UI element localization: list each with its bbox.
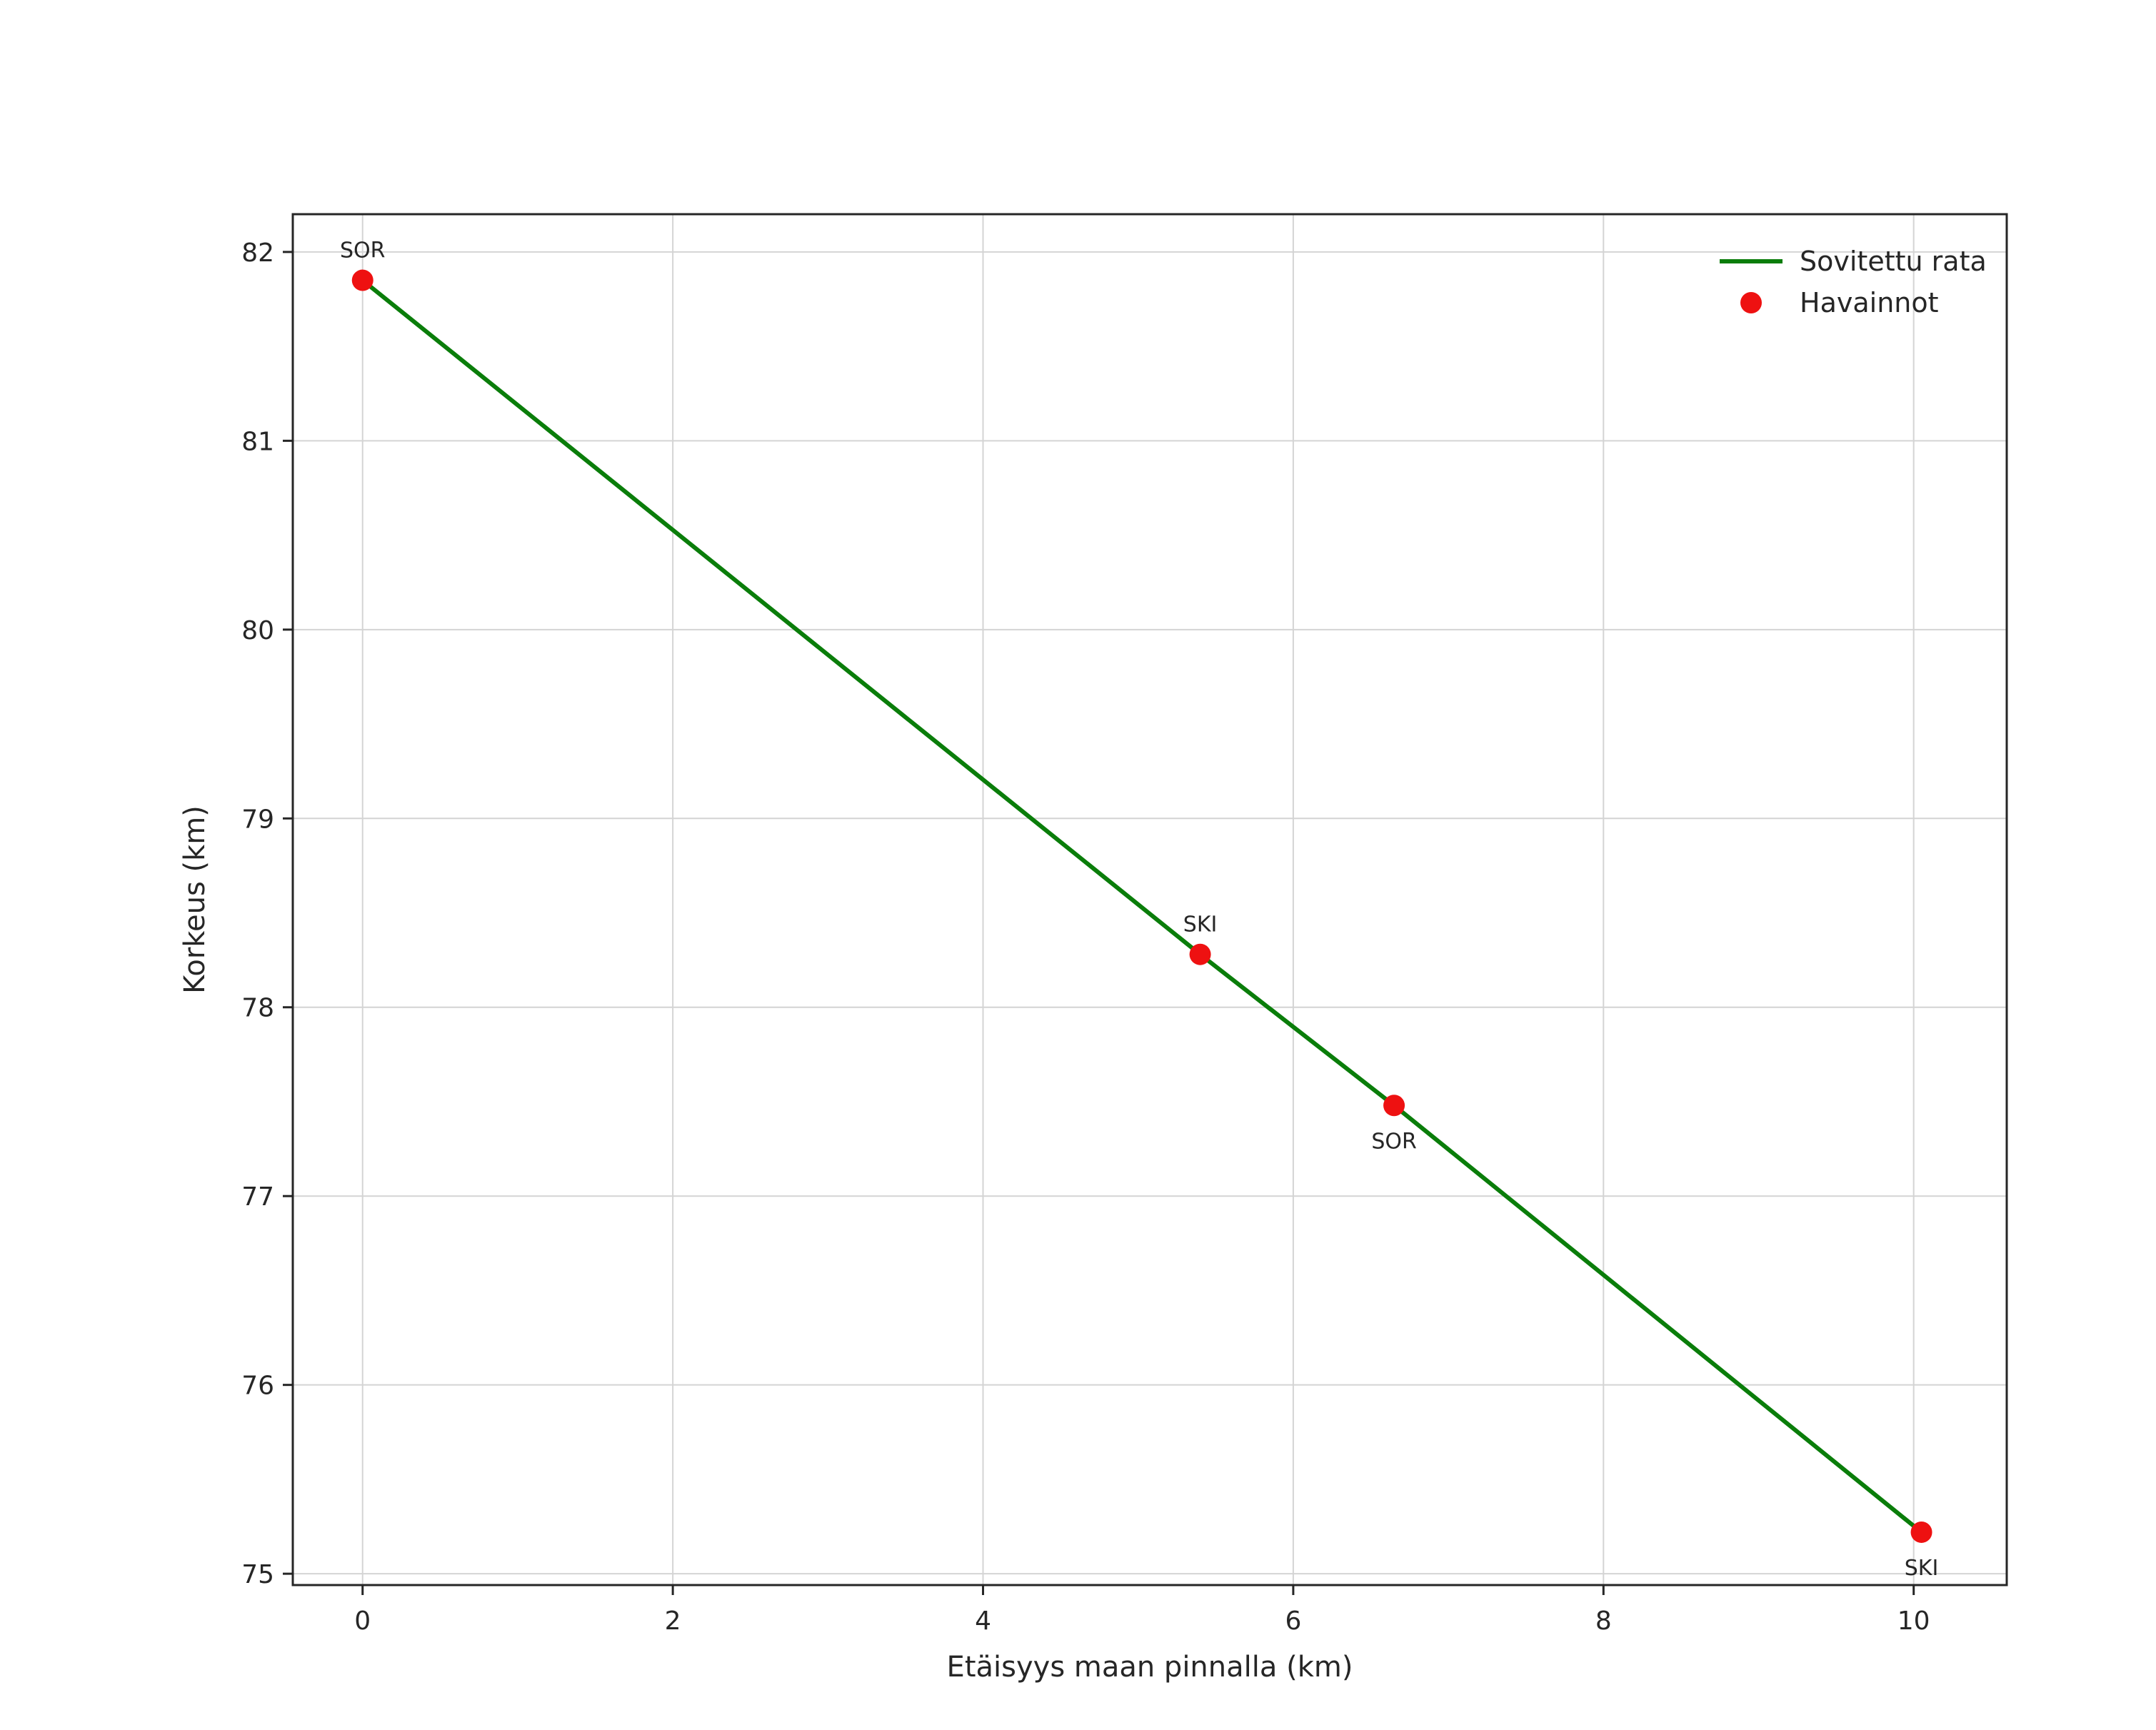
x-axis-label: Etäisyys maan pinnalla (km) — [947, 1651, 1353, 1684]
point-label: SKI — [1183, 912, 1218, 937]
observation-point — [1910, 1521, 1932, 1543]
observation-point — [351, 269, 373, 291]
y-tick-label: 79 — [241, 805, 274, 834]
fitted-line — [360, 278, 1924, 1534]
point-label: SOR — [340, 238, 386, 263]
legend-marker-sample — [1740, 292, 1762, 313]
point-label: SKI — [1905, 1556, 1939, 1581]
legend-label-line: Sovitettu rata — [1800, 246, 1987, 277]
y-tick-label: 81 — [241, 427, 274, 456]
point-label: SOR — [1371, 1129, 1417, 1154]
x-tick-label: 4 — [975, 1606, 991, 1636]
plot-frame — [291, 213, 2008, 1586]
x-tick-label: 10 — [1897, 1606, 1930, 1636]
x-tick-label: 8 — [1595, 1606, 1612, 1636]
observation-point — [1383, 1095, 1405, 1117]
observation-point — [1189, 943, 1211, 965]
y-tick-label: 80 — [241, 616, 274, 645]
x-tick-label: 2 — [665, 1606, 681, 1636]
y-tick-label: 75 — [241, 1560, 274, 1589]
y-tick-label: 82 — [241, 238, 274, 268]
y-tick-label: 77 — [241, 1182, 274, 1212]
y-tick-label: 78 — [241, 994, 274, 1023]
y-tick-label: 76 — [241, 1372, 274, 1401]
x-tick-label: 0 — [354, 1606, 371, 1636]
legend-label-scatter: Havainnot — [1800, 287, 1939, 318]
x-tick-label: 6 — [1285, 1606, 1301, 1636]
y-axis-label: Korkeus (km) — [179, 805, 211, 994]
